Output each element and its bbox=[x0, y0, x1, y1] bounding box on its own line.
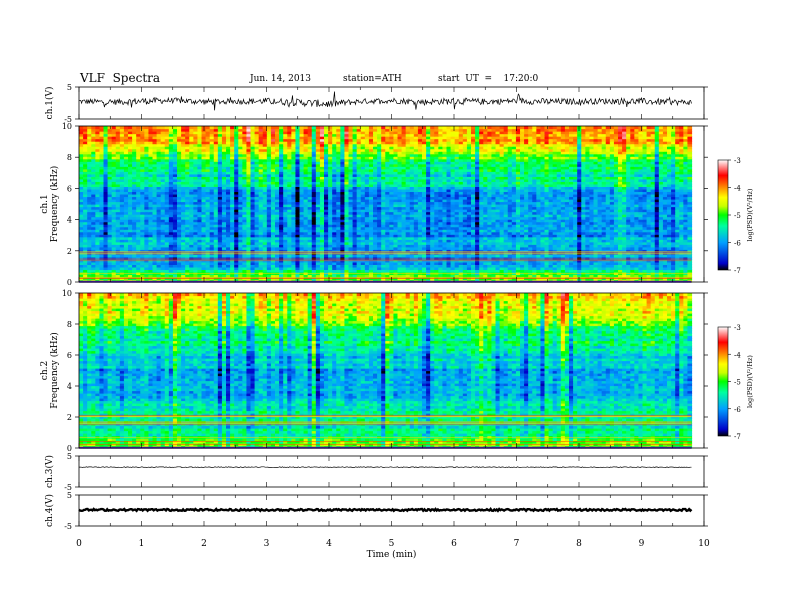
ch4-waveform-ytick-label: 5 bbox=[67, 491, 72, 500]
ch2-spectrogram-colorbar bbox=[717, 326, 729, 437]
ch1-spectrogram-colorbar-tick-label: -3 bbox=[734, 157, 741, 165]
ch3-waveform-ytick-label: 5 bbox=[67, 452, 72, 461]
ch4-waveform-trace bbox=[78, 507, 693, 513]
ch1-spectrogram-ytick-label: 2 bbox=[67, 247, 72, 256]
ch4-waveform-ylabel: ch.4(V) bbox=[44, 494, 55, 527]
ch2-spectrogram-ytick-label: 0 bbox=[67, 444, 72, 453]
ch2-spectrogram-ylabel: ch.2 bbox=[40, 361, 50, 380]
ch1-spectrogram-ylabel: ch.1 bbox=[40, 194, 50, 213]
x-tick-label: 1 bbox=[139, 539, 145, 549]
x-tick-label: 5 bbox=[389, 539, 395, 549]
ch1-spectrogram-ytick-label: 6 bbox=[67, 184, 72, 193]
waveform-layer bbox=[78, 91, 693, 513]
ch1-waveform-trace bbox=[78, 91, 692, 111]
ch3-waveform-line bbox=[79, 466, 692, 468]
ch1-spectrogram-colorbar-tick-label: -6 bbox=[734, 240, 741, 248]
x-tick-label: 10 bbox=[698, 539, 710, 549]
start-time-label: start UT = 17:20:0 bbox=[438, 74, 539, 84]
ch1-spectrogram-colorbar-tick-label: -7 bbox=[734, 267, 741, 275]
axes-layer: 5-5ch.1(V)-3-4-5-6-7log(PSD)(V²/Hz)02468… bbox=[40, 83, 754, 560]
ch1-spectrogram-ytick-label: 10 bbox=[62, 122, 72, 131]
ch1-spectrogram-ytick-label: 4 bbox=[67, 216, 72, 225]
x-tick-label: 4 bbox=[326, 539, 332, 549]
ch4-waveform-ytick-label: -5 bbox=[64, 522, 72, 531]
ch1-spectrogram-ytick-label: 8 bbox=[67, 153, 72, 162]
ch1-waveform-ylabel: ch.1(V) bbox=[44, 87, 55, 120]
spectrogram-layer bbox=[79, 126, 693, 449]
ch2-spectrogram-ylabel: Frequency (kHz) bbox=[49, 332, 60, 409]
ch2-spectrogram-colorbar-tick-label: -3 bbox=[734, 324, 741, 332]
ch1-spectrogram-colorbar-tick-label: -4 bbox=[734, 185, 741, 193]
ch2-spectrogram-colorbar-tick-label: -5 bbox=[734, 379, 741, 387]
ch2-spectrogram-colorbar-tick-label: -4 bbox=[734, 351, 741, 359]
ch3-waveform-trace bbox=[79, 466, 692, 468]
x-tick-label: 0 bbox=[76, 539, 82, 549]
ch2-spectrogram-ytick-label: 6 bbox=[67, 351, 72, 360]
ch1-spectrogram-ylabel: Frequency (kHz) bbox=[49, 166, 60, 243]
ch1-spectrogram-colorbar-label: log(PSD)(V²/Hz) bbox=[746, 188, 754, 241]
x-tick-label: 3 bbox=[264, 539, 270, 549]
x-axis-label: Time (min) bbox=[367, 549, 417, 560]
ch1-spectrogram-colorbar bbox=[717, 159, 729, 271]
ch2-spectrogram-ytick-label: 2 bbox=[67, 413, 72, 422]
ch1-waveform-line bbox=[78, 91, 692, 111]
ch1-spectrogram-colorbar-tick-label: -5 bbox=[734, 212, 741, 220]
ch1-spectrogram-ytick-label: 0 bbox=[67, 278, 72, 287]
x-tick-label: 9 bbox=[639, 539, 645, 549]
ch2-spectrogram-ytick-label: 8 bbox=[67, 320, 72, 329]
ch2-spectrogram-ytick-label: 10 bbox=[62, 289, 72, 298]
ch4-waveform-line bbox=[78, 507, 693, 513]
ch3-waveform-ylabel: ch.3(V) bbox=[44, 455, 55, 488]
x-tick-label: 7 bbox=[514, 539, 520, 549]
x-tick-label: 6 bbox=[451, 539, 457, 549]
station-label: station=ATH bbox=[343, 74, 402, 84]
x-tick-label: 8 bbox=[576, 539, 582, 549]
ch1-waveform-ytick-label: -5 bbox=[64, 115, 72, 124]
chart-title: VLF Spectra bbox=[80, 71, 161, 85]
ch1-waveform-ytick-label: 5 bbox=[67, 83, 72, 92]
ch2-spectrogram-colorbar-label: log(PSD)(V²/Hz) bbox=[746, 355, 754, 408]
ch2-spectrogram-colorbar-tick-label: -7 bbox=[734, 433, 741, 441]
ch2-spectrogram-colorbar-tick-label: -6 bbox=[734, 406, 741, 414]
ch2-spectrogram-cells bbox=[79, 293, 693, 449]
date-label: Jun. 14, 2013 bbox=[250, 74, 312, 84]
ch2-spectrogram-ytick-label: 4 bbox=[67, 382, 72, 391]
ch3-waveform-ytick-label: -5 bbox=[64, 483, 72, 492]
x-tick-label: 2 bbox=[201, 539, 207, 549]
